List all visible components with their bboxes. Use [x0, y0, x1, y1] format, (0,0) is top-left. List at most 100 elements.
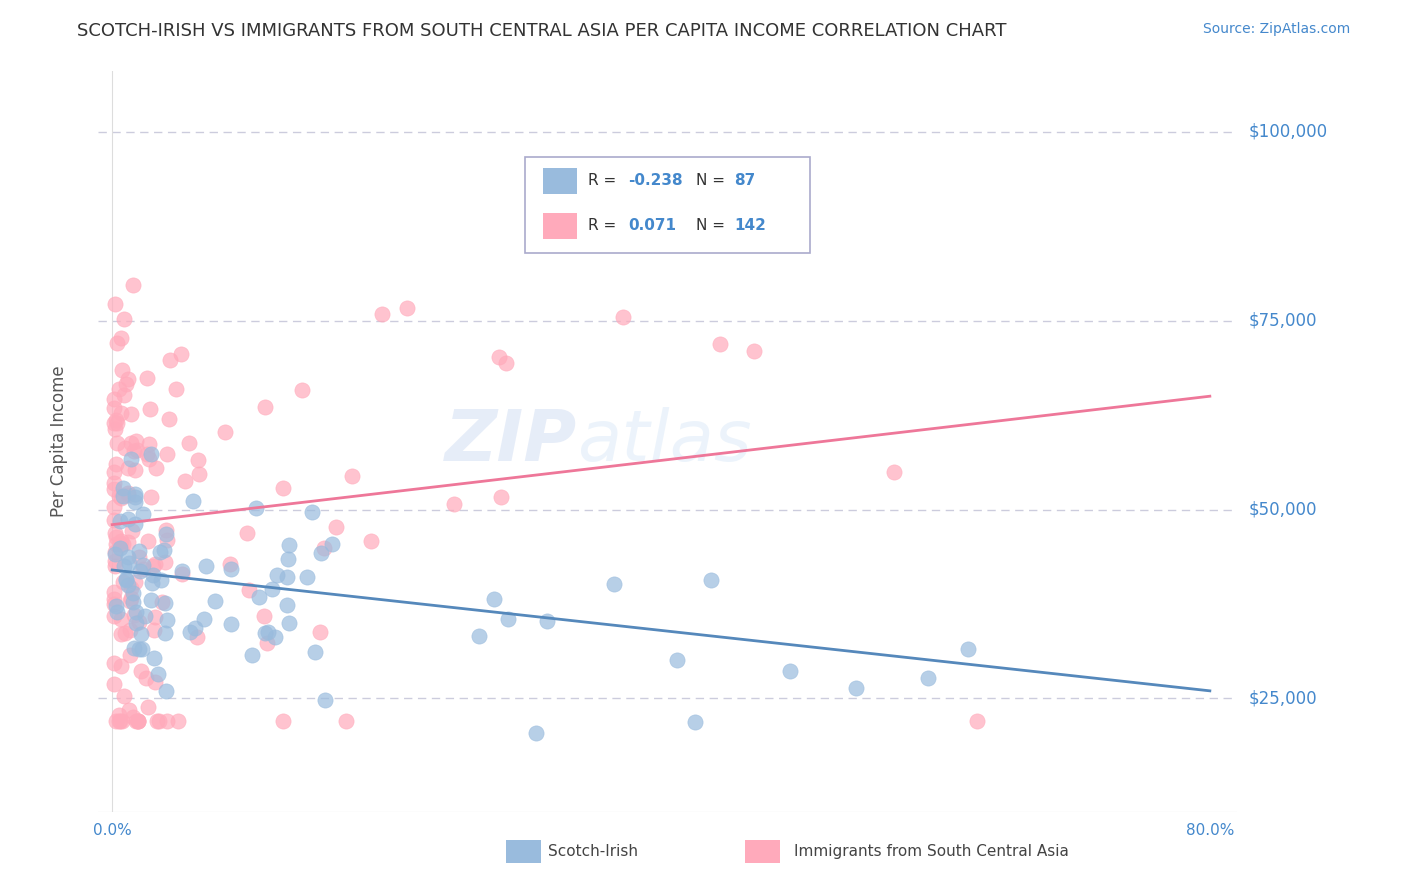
Point	[143, 624, 166, 638]
Point	[127, 714, 149, 728]
Point	[260, 582, 283, 596]
Point	[187, 452, 209, 467]
Point	[118, 648, 141, 662]
Point	[127, 714, 149, 728]
Point	[103, 554, 125, 568]
Text: $100,000: $100,000	[1249, 123, 1327, 141]
Point	[103, 401, 125, 415]
Point	[104, 714, 127, 728]
Point	[966, 714, 988, 728]
Point	[131, 642, 153, 657]
Point	[114, 625, 136, 640]
Point	[108, 714, 131, 728]
Point	[132, 558, 155, 573]
Text: R =: R =	[588, 173, 621, 188]
Text: R =: R =	[588, 218, 621, 233]
Point	[883, 465, 905, 479]
Point	[309, 624, 332, 639]
Point	[103, 584, 125, 599]
Point	[957, 641, 980, 656]
Point	[105, 605, 128, 619]
Point	[103, 482, 125, 496]
Point	[271, 714, 294, 728]
Point	[342, 468, 364, 483]
Point	[112, 559, 135, 574]
Point	[103, 592, 125, 607]
Point	[245, 501, 267, 516]
Point	[132, 507, 155, 521]
Point	[685, 714, 707, 729]
Point	[110, 515, 132, 529]
Point	[110, 363, 132, 377]
Point	[152, 595, 174, 609]
Point	[157, 412, 180, 426]
Point	[122, 640, 145, 655]
Point	[297, 570, 319, 584]
Point	[291, 383, 314, 397]
Point	[129, 565, 152, 579]
Point	[128, 549, 150, 564]
Point	[193, 612, 215, 626]
Point	[779, 664, 801, 678]
Text: $25,000: $25,000	[1249, 690, 1317, 707]
Point	[104, 547, 127, 561]
Point	[117, 372, 139, 386]
Point	[110, 534, 132, 549]
Point	[278, 538, 301, 552]
Point	[112, 575, 135, 590]
Point	[103, 422, 125, 436]
Point	[153, 625, 176, 640]
Point	[276, 570, 298, 584]
Point	[301, 505, 323, 519]
Text: 0.071: 0.071	[628, 218, 676, 233]
Point	[118, 703, 141, 717]
Point	[156, 714, 179, 728]
Point	[127, 443, 149, 458]
Point	[122, 710, 145, 724]
Point	[135, 671, 157, 685]
Point	[495, 356, 517, 370]
Point	[110, 612, 132, 626]
Point	[111, 489, 134, 503]
Point	[253, 400, 276, 414]
Point	[195, 559, 218, 574]
Point	[110, 331, 132, 345]
Point	[112, 388, 135, 402]
Point	[111, 481, 134, 495]
Point	[132, 562, 155, 576]
Point	[122, 586, 145, 600]
Point	[108, 541, 131, 555]
Point	[141, 575, 163, 590]
Point	[120, 591, 142, 605]
Point	[128, 615, 150, 629]
Point	[125, 434, 148, 449]
Point	[103, 514, 125, 528]
Point	[117, 486, 139, 500]
Point	[105, 336, 128, 351]
Point	[153, 596, 176, 610]
Text: Per Capita Income: Per Capita Income	[49, 366, 67, 517]
Text: atlas: atlas	[576, 407, 751, 476]
Point	[149, 545, 172, 559]
Point	[115, 573, 138, 587]
Point	[124, 516, 146, 531]
Point	[266, 567, 288, 582]
Point	[142, 559, 165, 574]
Point	[118, 556, 141, 570]
Point	[219, 561, 242, 575]
Point	[120, 436, 142, 450]
Point	[124, 463, 146, 477]
Point	[146, 714, 169, 728]
Bar	[543, 213, 576, 239]
Point	[128, 642, 150, 657]
Point	[443, 496, 465, 510]
Point	[104, 413, 127, 427]
Point	[103, 416, 125, 430]
Point	[117, 535, 139, 549]
Point	[105, 436, 128, 450]
Point	[136, 533, 159, 548]
Point	[236, 526, 259, 541]
Point	[214, 425, 236, 440]
Point	[309, 546, 332, 560]
Point	[122, 607, 145, 622]
